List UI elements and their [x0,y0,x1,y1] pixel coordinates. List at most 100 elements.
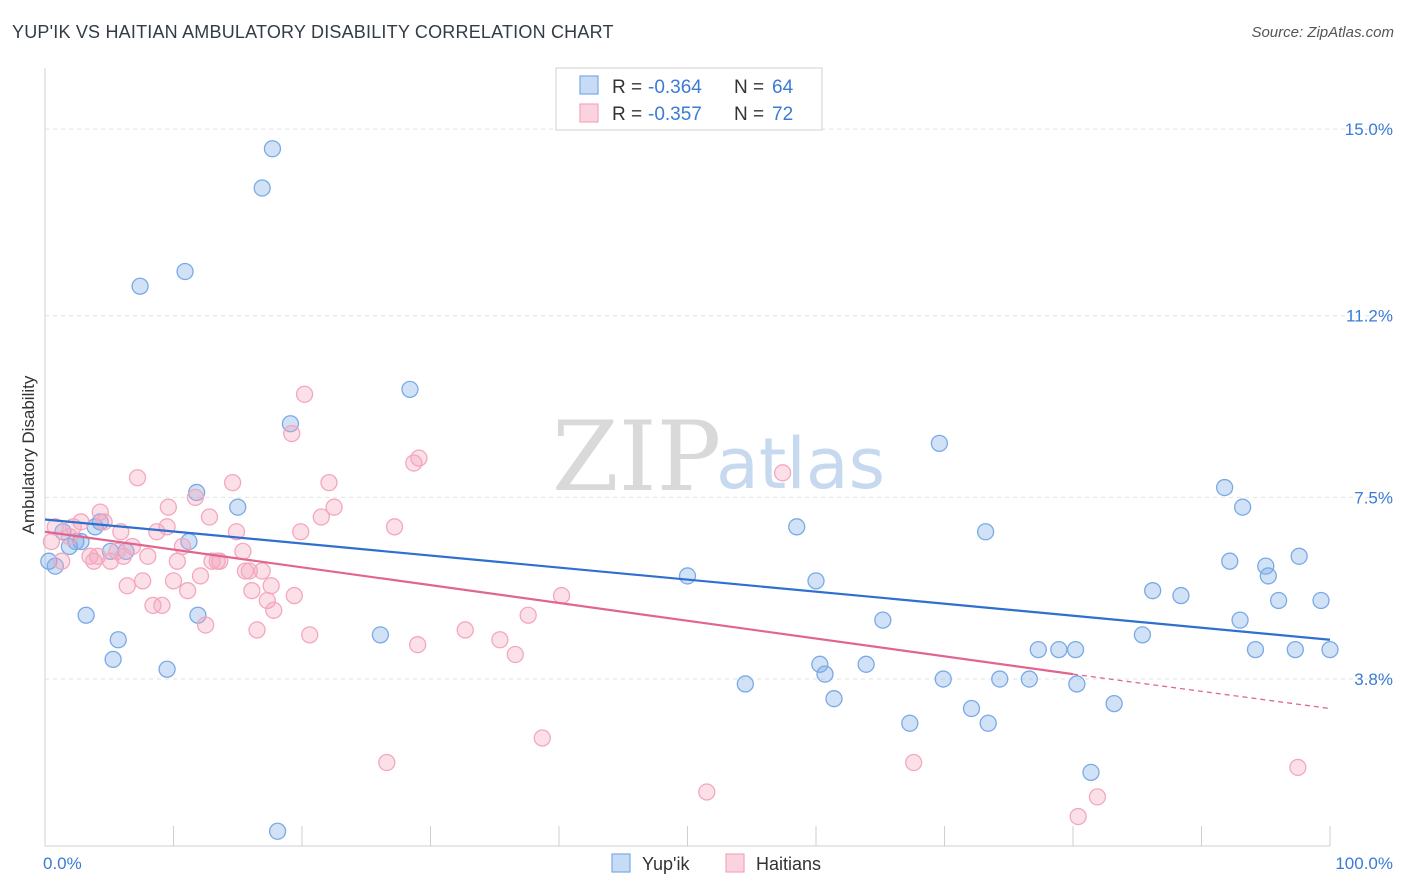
point-1-0 [42,532,61,551]
point-1-36 [223,473,242,492]
point-1-18 [134,572,152,590]
point-1-39 [236,562,255,580]
y-tick-label-3: 15.0% [1345,120,1393,139]
point-1-68 [905,753,923,772]
point-0-43 [1029,640,1047,659]
point-1-1 [46,518,64,536]
watermark: ZIP atlas [552,401,885,513]
y-tick-label-2: 11.2% [1346,307,1393,326]
trend-line-0 [44,518,1331,641]
legend-swatch-yupik [611,853,631,873]
point-0-25 [401,380,419,398]
stats-legend-n-label-haitians: N = [734,104,764,125]
chart-source: Source: ZipAtlas.com [1251,24,1394,41]
point-1-20 [144,596,162,615]
point-1-38 [234,542,252,561]
x-tick-label-right: 100.0% [1335,854,1393,873]
stats-legend-r-label-haitians: R = [612,104,642,125]
point-1-67 [773,464,792,482]
point-1-22 [153,596,171,615]
point-1-55 [378,753,396,772]
point-1-42 [248,621,266,639]
point-0-33 [857,655,875,673]
point-0-19 [229,498,247,516]
point-0-13 [131,277,149,295]
watermark-atlas: atlas [716,423,885,505]
point-1-52 [312,508,330,526]
point-0-15 [176,262,194,281]
point-0-42 [1020,670,1038,688]
legend-swatch-haitians [725,853,745,873]
point-1-54 [325,498,343,516]
point-1-32 [200,508,219,526]
point-0-22 [268,822,287,840]
point-1-2 [53,552,71,570]
point-1-9 [91,503,109,521]
data-points [40,140,1339,840]
point-1-8 [89,547,107,565]
point-1-10 [95,513,113,531]
point-0-52 [1215,478,1234,497]
point-0-62 [1312,591,1330,610]
point-1-57 [405,454,423,472]
point-1-24 [159,498,178,516]
stats-legend-swatch-haitians [579,103,599,123]
grid-lines [45,128,1390,680]
stats-legend: R = -0.364 N = 64 R = -0.357 N = 72 [555,67,823,131]
point-1-17 [128,469,147,487]
point-0-45 [1066,640,1085,659]
point-0-31 [816,665,834,683]
point-0-14 [158,660,176,678]
y-tick-label-1: 7.5% [1354,488,1393,507]
point-1-45 [262,577,280,595]
point-1-49 [292,523,310,541]
legend-label-yupik: Yup'ik [642,854,690,874]
point-0-63 [1321,640,1339,659]
stats-legend-r-haitians: -0.357 [648,104,702,125]
legend-label-haitians: Haitians [756,854,821,874]
point-1-30 [191,567,210,585]
point-0-40 [979,714,997,732]
point-0-60 [1286,640,1304,659]
chart-title: YUP'IK VS HAITIAN AMBULATORY DISABILITY … [12,22,614,42]
point-1-41 [243,582,261,600]
point-1-28 [178,582,197,600]
point-0-10 [104,650,122,669]
point-1-71 [1289,758,1307,777]
point-0-28 [788,518,806,536]
point-1-37 [227,523,246,541]
point-0-53 [1221,552,1239,570]
trend-line-1 [44,530,1074,676]
point-0-47 [1082,763,1100,781]
point-0-54 [1231,611,1249,629]
point-0-59 [1269,591,1288,610]
point-1-66 [698,783,716,801]
point-1-16 [123,537,142,556]
y-tick-labels: 3.8% 7.5% 11.2% 15.0% [1345,120,1393,689]
point-1-61 [491,631,509,649]
trend-lines [44,518,1331,710]
point-0-39 [976,523,995,541]
point-1-69 [1069,807,1087,826]
point-1-43 [253,562,271,580]
point-0-50 [1144,582,1162,600]
point-1-19 [139,547,157,565]
stats-legend-n-haitians: 72 [772,104,793,125]
point-0-20 [253,179,271,197]
series-legend: Yup'ik Haitians [611,853,821,874]
point-0-34 [874,611,892,629]
point-1-26 [168,552,187,570]
point-1-50 [295,385,314,403]
point-0-30 [811,655,829,673]
series-0-points [40,140,1339,840]
point-1-11 [101,552,120,570]
axes [44,68,1331,847]
point-1-40 [240,562,258,580]
point-0-44 [1050,640,1068,659]
trend-line-extension-1 [1072,673,1331,710]
point-1-31 [196,616,215,634]
point-0-21 [263,140,282,158]
series-1-points [42,385,1307,826]
stats-legend-r-label-yupik: R = [612,77,642,98]
